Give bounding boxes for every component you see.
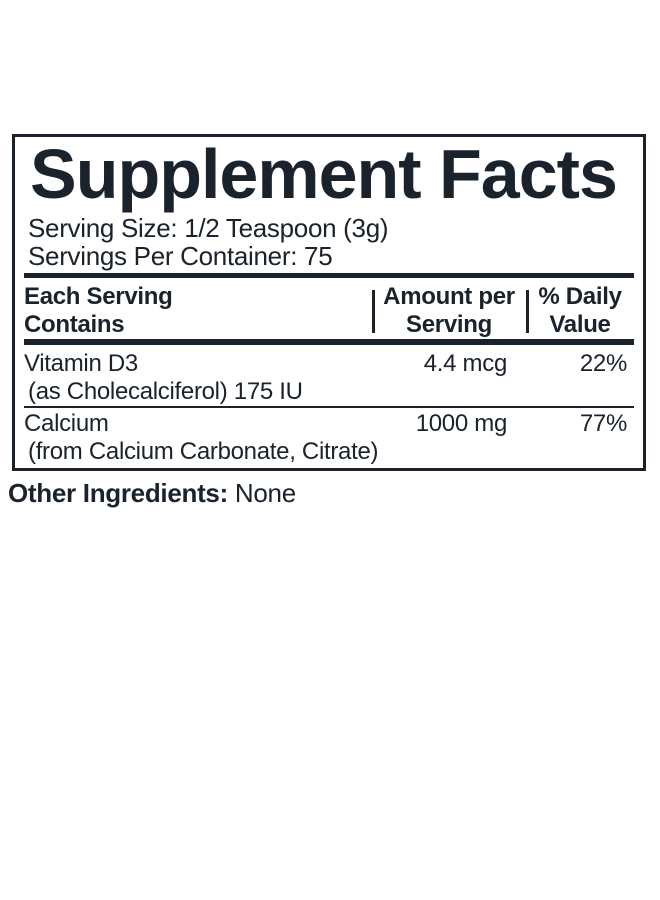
nutrient-amount: 1000 mg xyxy=(415,410,508,437)
nutrient-row-main: Calcium 1000 mg 77% xyxy=(24,410,634,438)
header-column-separator-1 xyxy=(372,290,375,333)
servings-per-container-text: Servings Per Container: 75 xyxy=(28,241,333,271)
nutrient-daily-value: 22% xyxy=(579,350,627,377)
divider-medium xyxy=(24,273,634,278)
header-each-serving: Each Serving Contains xyxy=(24,283,372,339)
supplement-facts-panel: Supplement Facts Serving Size: 1/2 Teasp… xyxy=(12,134,646,471)
divider-heavy xyxy=(24,339,634,345)
nutrient-row-vitamin-d3: Vitamin D3 4.4 mcg 22% (as Cholecalcifer… xyxy=(24,345,634,406)
header-column-separator-2 xyxy=(526,290,529,333)
header-amount-line1: Amount per xyxy=(383,283,515,310)
header-amount-per-serving: Amount per Serving xyxy=(372,283,526,339)
header-daily-value-line1: % Daily xyxy=(538,283,622,310)
nutrient-name: Vitamin D3 xyxy=(24,350,138,377)
nutrient-daily-value: 77% xyxy=(579,410,627,437)
other-ingredients-label: Other Ingredients: xyxy=(8,478,228,508)
nutrient-detail: (from Calcium Carbonate, Citrate) xyxy=(28,438,379,465)
nutrient-name: Calcium xyxy=(24,410,109,437)
serving-info: Serving Size: 1/2 Teaspoon (3g) Servings… xyxy=(24,214,634,270)
nutrient-detail: (as Cholecalciferol) 175 IU xyxy=(28,378,303,405)
header-daily-value: % Daily Value xyxy=(526,283,634,339)
other-ingredients-value: None xyxy=(234,478,296,508)
nutrient-row-calcium: Calcium 1000 mg 77% (from Calcium Carbon… xyxy=(24,408,634,466)
header-each-serving-line2: Contains xyxy=(24,311,125,338)
nutrient-row-main: Vitamin D3 4.4 mcg 22% xyxy=(24,350,634,378)
header-amount-line2: Serving xyxy=(406,311,492,338)
divider-thin xyxy=(24,406,634,408)
serving-size-text: Serving Size: 1/2 Teaspoon (3g) xyxy=(28,213,389,243)
other-ingredients-line: Other Ingredients: None xyxy=(8,478,296,508)
header-each-serving-line1: Each Serving xyxy=(24,283,173,310)
nutrient-amount: 4.4 mcg xyxy=(423,350,508,377)
header-daily-value-line2: Value xyxy=(549,311,611,338)
table-header-row: Each Serving Contains Amount per Serving… xyxy=(24,283,634,339)
panel-title: Supplement Facts xyxy=(30,135,618,213)
